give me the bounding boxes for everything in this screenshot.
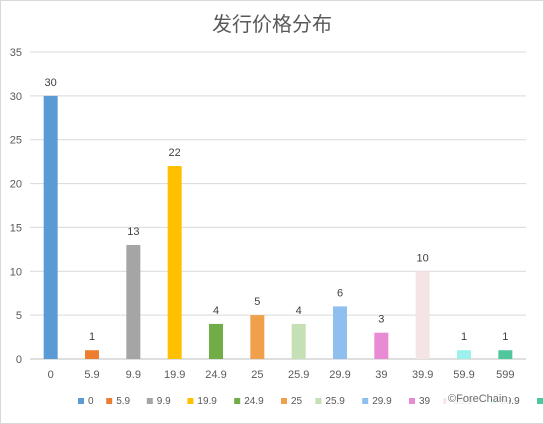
legend-label: 29.9 [372, 396, 392, 407]
chart-title: 发行价格分布 [212, 12, 332, 36]
x-tick-label: 29.9 [329, 369, 350, 381]
gridlines [30, 51, 526, 360]
data-label: 4 [213, 305, 219, 317]
legend-label: 19.9 [197, 396, 217, 407]
legend-label: 0 [88, 396, 94, 407]
data-label: 30 [45, 77, 57, 89]
data-label: 6 [337, 287, 343, 299]
y-tick-label: 0 [16, 354, 22, 366]
bar-5.9 [85, 350, 99, 359]
x-tick-label: 19.9 [164, 369, 185, 381]
x-tick-label: 599 [496, 369, 514, 381]
bar-39.9 [415, 271, 430, 359]
legend-swatch [409, 398, 415, 404]
bar-9.9 [126, 244, 141, 359]
x-tick-label: 39 [375, 369, 387, 381]
legend-swatch [362, 398, 369, 404]
x-tick-label: 39.9 [412, 369, 433, 381]
legend-label: 24.9 [244, 396, 264, 407]
data-label: 10 [417, 252, 429, 264]
data-label: 13 [127, 226, 139, 238]
bar-39 [374, 332, 389, 359]
legend-swatch [234, 398, 241, 404]
legend-label: 5.9 [116, 396, 130, 407]
data-label: 22 [169, 147, 181, 159]
x-tick-label: 24.9 [205, 369, 226, 381]
bar-25.9 [291, 323, 306, 359]
bar-59.9 [457, 350, 471, 359]
x-tick-label: 25 [251, 369, 263, 381]
y-tick-label: 25 [10, 135, 22, 147]
y-axis: 0 5 10 15 20 25 30 35 [10, 47, 22, 366]
x-tick-label: 59.9 [453, 369, 474, 381]
x-tick-label: 9.9 [126, 369, 141, 381]
data-label: 5 [254, 296, 260, 308]
y-tick-label: 5 [16, 310, 22, 322]
legend-swatch [106, 398, 113, 404]
x-tick-label: 0 [48, 369, 54, 381]
y-tick-label: 35 [10, 47, 22, 59]
watermark: ©ForeChain [446, 393, 510, 405]
legend-swatch [537, 398, 543, 404]
data-label: 1 [502, 331, 508, 343]
legend-label: 9.9 [157, 396, 171, 407]
bar-19.9 [167, 166, 182, 359]
data-label: 4 [296, 305, 302, 317]
bar-25 [250, 315, 265, 359]
bar-0 [43, 95, 58, 359]
legend-label: 25.9 [325, 396, 345, 407]
data-label: 1 [461, 331, 467, 343]
bar-24.9 [209, 323, 223, 359]
legend-swatch [187, 398, 194, 404]
bar-599 [498, 350, 513, 359]
y-tick-label: 10 [10, 266, 22, 278]
bars: 30 1 13 22 4 5 4 6 3 10 1 1 [43, 77, 513, 359]
data-label: 1 [89, 331, 95, 343]
x-tick-label: 5.9 [84, 369, 99, 381]
y-tick-label: 20 [10, 179, 22, 191]
legend-label: 25 [291, 396, 303, 407]
bar-29.9 [333, 306, 347, 359]
legend-swatch [146, 398, 153, 404]
legend-label: 59.9 [500, 396, 520, 407]
x-axis: 0 5.9 9.9 19.9 24.9 25 25.9 29.9 39 39.9 59.9 599 [48, 369, 515, 381]
legend-label: 39 [419, 396, 431, 407]
legend-swatch [78, 398, 84, 404]
legend-swatch [315, 398, 322, 404]
legend-swatch [281, 398, 287, 404]
y-tick-label: 30 [10, 91, 22, 103]
y-tick-label: 15 [10, 222, 22, 234]
x-tick-label: 25.9 [288, 369, 309, 381]
data-label: 3 [378, 314, 384, 326]
